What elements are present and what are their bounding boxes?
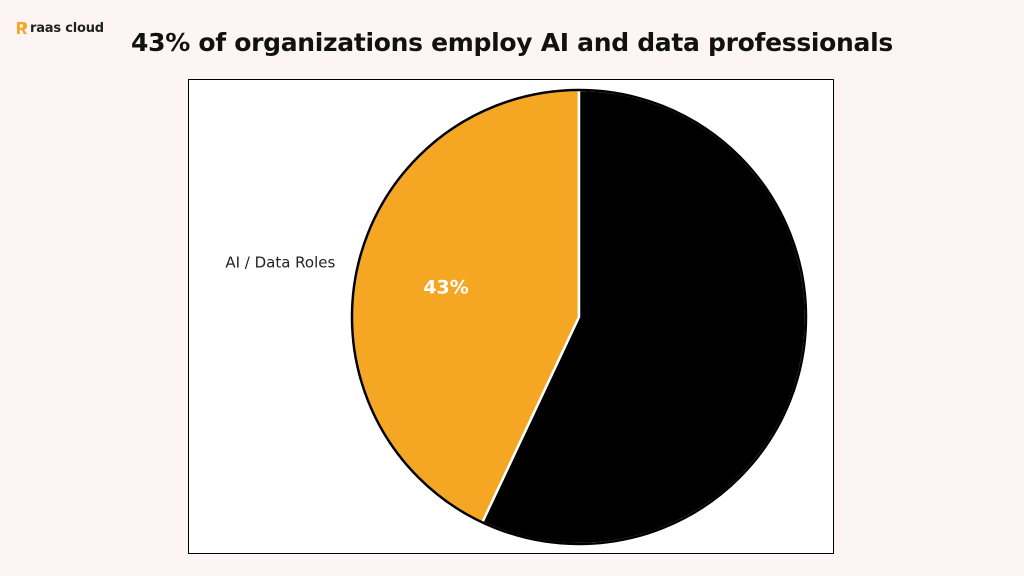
logo-mark-icon bbox=[17, 22, 27, 34]
chart-frame: 43% AI / Data Roles bbox=[188, 79, 834, 554]
logo-text: raas cloud bbox=[30, 20, 104, 36]
brand-logo: raas cloud bbox=[16, 19, 104, 37]
pie-chart: 43% AI / Data Roles bbox=[225, 88, 808, 546]
page-title: 43% of organizations employ AI and data … bbox=[131, 28, 893, 57]
pie-outline bbox=[350, 88, 808, 546]
pie-slice-value-label-0: 43% bbox=[423, 276, 468, 298]
pie-slice-label-0: AI / Data Roles bbox=[225, 254, 335, 272]
